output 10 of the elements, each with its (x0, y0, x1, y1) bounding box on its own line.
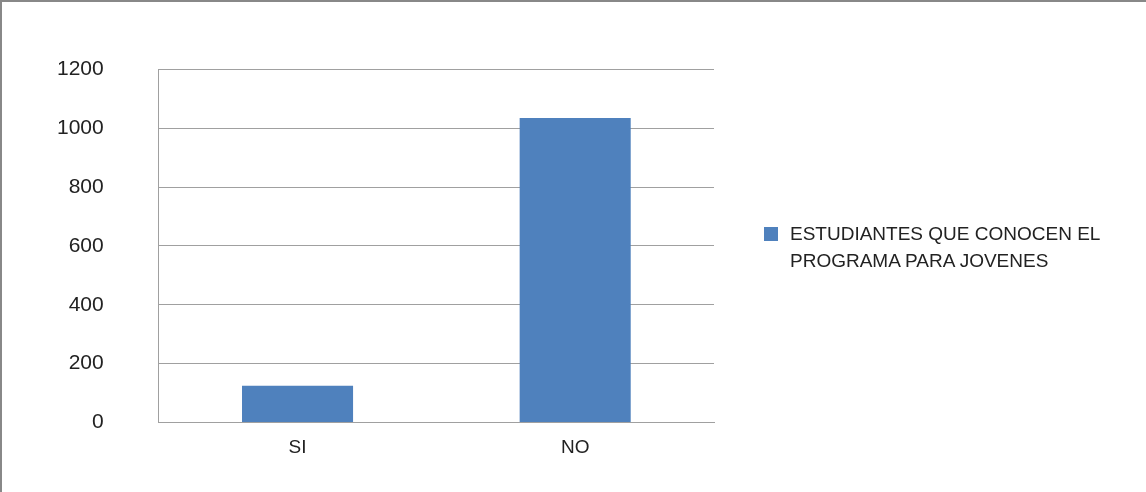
y-tick-label: 400 (68, 291, 104, 315)
y-tick-label: 1200 (57, 56, 104, 80)
y-tick-label: 600 (68, 232, 104, 256)
y-tick-label: 200 (68, 350, 104, 374)
x-tick-label: NO (560, 436, 590, 458)
y-tick-label: 0 (92, 409, 104, 433)
y-tick-label: 1000 (57, 115, 104, 139)
x-tick-label: SI (288, 436, 307, 458)
y-tick-label: 800 (68, 174, 104, 197)
legend-label: ESTUDIANTES QUE CONOCEN EL PROGRAMA PARA JOVENES (790, 222, 1101, 273)
